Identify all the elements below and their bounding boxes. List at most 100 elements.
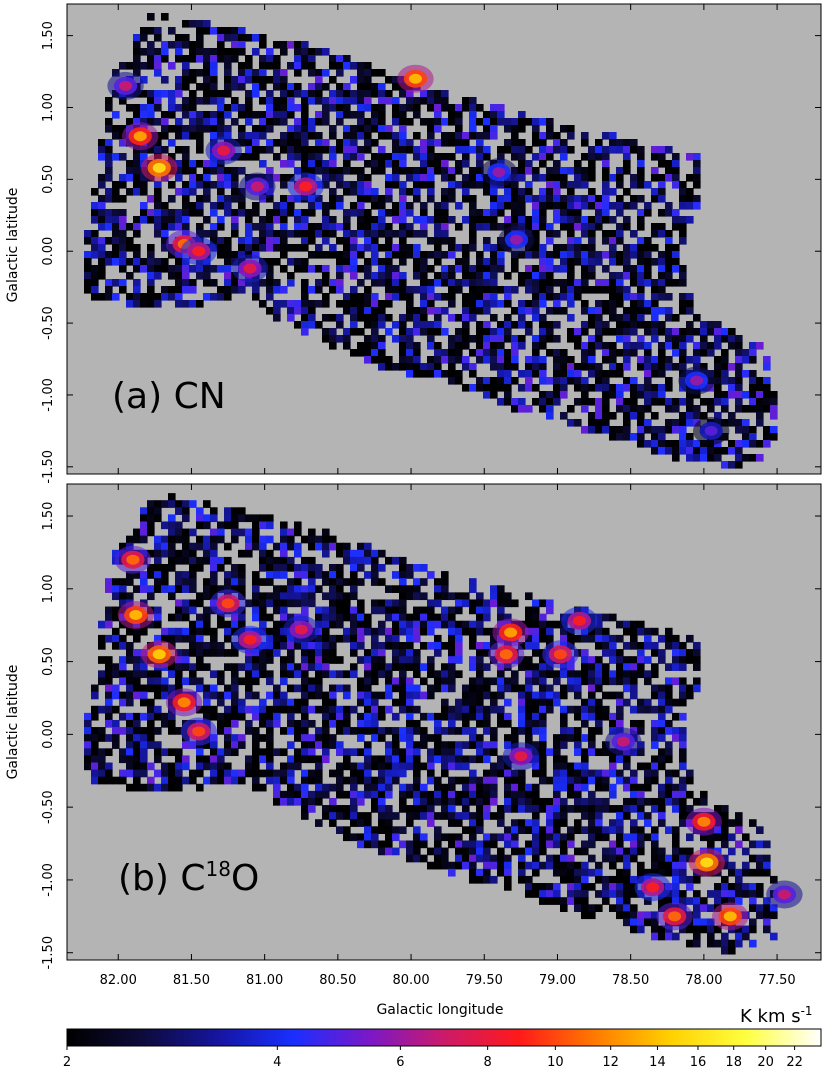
- emission-cell-b: [434, 727, 442, 735]
- emission-cell-b: [672, 734, 680, 742]
- emission-cell-a: [518, 118, 526, 126]
- emission-cell-a: [630, 139, 638, 147]
- emission-cell-a: [462, 314, 470, 322]
- emission-cell-b: [238, 585, 246, 593]
- emission-cell-a: [581, 223, 589, 231]
- emission-cell-a: [490, 258, 498, 266]
- emission-cell-a: [182, 125, 190, 133]
- emission-cell-b: [378, 776, 386, 785]
- emission-cell-a: [420, 251, 428, 259]
- emission-cell-b: [560, 819, 568, 827]
- emission-cell-b: [602, 805, 610, 813]
- emission-cell-b: [392, 769, 400, 778]
- emission-cell-a: [420, 230, 428, 238]
- emission-cell-a: [133, 230, 141, 238]
- emission-cell-a: [609, 426, 617, 434]
- emission-cell-b: [427, 606, 435, 615]
- emission-cell-b: [581, 663, 589, 671]
- emission-cell-b: [196, 634, 204, 643]
- emission-cell-a: [574, 160, 582, 168]
- emission-cell-b: [371, 727, 379, 735]
- emission-cell-b: [280, 634, 288, 643]
- emission-cell-a: [161, 146, 169, 154]
- emission-cell-a: [196, 69, 204, 77]
- emission-cell-a: [399, 314, 407, 322]
- emission-cell-b: [308, 649, 316, 657]
- emission-cell-a: [511, 356, 519, 364]
- emission-cell-a: [469, 286, 477, 294]
- emission-cell-a: [287, 62, 295, 70]
- emission-cell-a: [371, 202, 379, 210]
- emission-cell-b: [322, 783, 330, 792]
- emission-cell-b: [651, 805, 659, 813]
- emission-cell-a: [399, 90, 407, 98]
- emission-cell-b: [133, 691, 141, 700]
- emission-cell-a: [637, 223, 645, 231]
- emission-cell-a: [672, 181, 680, 189]
- emission-cell-b: [252, 691, 260, 700]
- emission-cell-b: [322, 712, 330, 721]
- emission-cell-a: [140, 118, 148, 126]
- emission-cell-b: [196, 535, 204, 544]
- emission-cell-b: [336, 805, 344, 813]
- emission-cell-a: [147, 209, 155, 217]
- emission-cell-b: [602, 691, 610, 700]
- emission-cell-a: [406, 251, 414, 259]
- emission-cell-a: [350, 167, 358, 175]
- emission-cell-b: [364, 826, 372, 835]
- emission-cell-b: [490, 762, 498, 771]
- emission-cell-b: [238, 549, 246, 558]
- emission-cell-b: [203, 578, 211, 586]
- emission-cell-a: [476, 300, 484, 308]
- emission-cell-a: [539, 153, 547, 161]
- emission-cell-b: [364, 741, 372, 749]
- emission-cell-b: [280, 776, 288, 785]
- emission-cell-a: [511, 216, 519, 224]
- emission-cell-a: [357, 216, 365, 224]
- emission-cell-a: [441, 202, 449, 210]
- emission-cell-a: [644, 377, 652, 385]
- emission-cell-a: [602, 286, 610, 294]
- emission-cell-a: [406, 104, 414, 112]
- emission-cell-b: [532, 663, 540, 671]
- emission-cell-a: [294, 265, 302, 273]
- emission-cell-a: [637, 181, 645, 189]
- emission-cell-a: [511, 202, 519, 210]
- emission-cell-a: [651, 244, 659, 252]
- emission-cell-b: [413, 719, 421, 728]
- emission-cell-b: [455, 649, 463, 657]
- emission-cell-a: [658, 174, 666, 182]
- emission-cell-b: [427, 599, 435, 608]
- emission-cell-b: [252, 571, 260, 579]
- emission-cell-a: [259, 244, 267, 252]
- emission-cell-b: [420, 805, 428, 813]
- emission-cell-a: [245, 146, 253, 154]
- emission-cell-a: [721, 363, 729, 371]
- emission-cell-b: [630, 719, 638, 728]
- emission-cell-a: [644, 251, 652, 259]
- emission-cell-a: [518, 279, 526, 287]
- emission-cell-b: [483, 805, 491, 813]
- emission-cell-b: [413, 627, 421, 636]
- emission-cell-b: [140, 578, 148, 586]
- emission-cell-b: [574, 691, 582, 700]
- emission-cell-b: [679, 698, 687, 707]
- emission-cell-a: [679, 363, 687, 371]
- emission-cell-b: [378, 819, 386, 827]
- emission-cell-a: [644, 237, 652, 245]
- emission-cell-a: [616, 251, 624, 259]
- emission-cell-b: [413, 812, 421, 820]
- emission-cell-b: [497, 684, 505, 693]
- emission-cell-a: [623, 377, 631, 385]
- emission-cell-a: [574, 377, 582, 385]
- emission-cell-b: [140, 670, 148, 679]
- emission-cell-a: [588, 216, 596, 224]
- emission-cell-a: [392, 230, 400, 238]
- emission-cell-a: [98, 265, 106, 273]
- emission-cell-a: [336, 258, 344, 266]
- emission-cell-b: [266, 592, 274, 601]
- emission-cell-a: [294, 139, 302, 147]
- emission-cell-b: [84, 762, 92, 771]
- emission-cell-a: [371, 139, 379, 147]
- emission-cell-b: [308, 734, 316, 742]
